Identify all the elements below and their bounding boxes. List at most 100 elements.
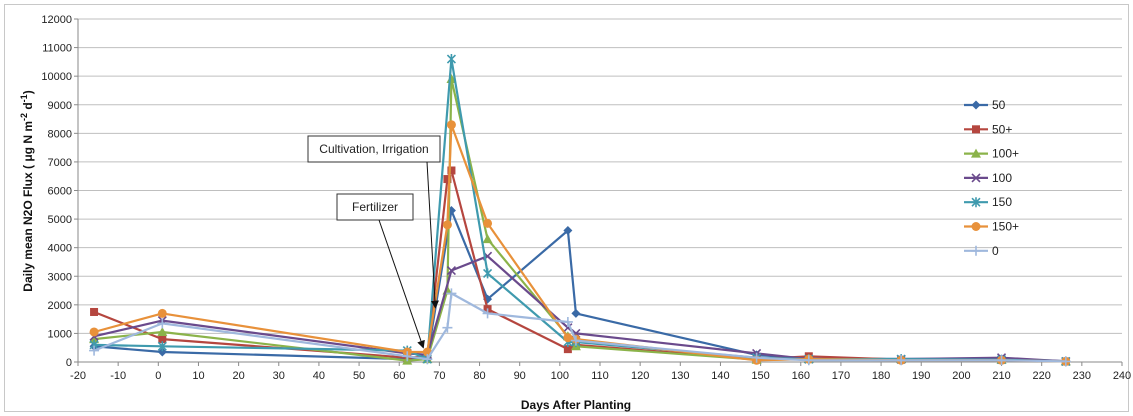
point-0-10 — [803, 355, 814, 366]
point-150+-7 — [563, 333, 573, 343]
x-tick-label-2: 0 — [155, 370, 161, 382]
point-150+-4 — [442, 220, 452, 230]
x-tick-label-9: 70 — [433, 370, 445, 382]
y-axis-title-main: Daily mean N2O Flux ( μg N m — [21, 121, 35, 292]
y-tick-label-2: 2000 — [48, 300, 72, 312]
point-100+-0 — [89, 334, 100, 344]
x-tick-label-23: 210 — [992, 370, 1010, 382]
point-150-1 — [157, 341, 167, 352]
x-tick-label-24: 220 — [1033, 370, 1051, 382]
y-axis-title-sup2: -1 — [19, 94, 29, 102]
series-line-150+ — [93, 123, 1066, 363]
y-tick-label-10: 10000 — [41, 71, 72, 83]
x-tick-label-16: 140 — [711, 370, 729, 382]
x-tick-labels: -20 -10 0 10 20 30 40 50 60 70 80 90 100 110 120 130 140… — [70, 362, 1131, 382]
annotation-box-1 — [336, 193, 414, 221]
annotation-0: Cultivation, Irrigation — [307, 135, 441, 309]
series-line-100+ — [93, 77, 1066, 363]
point-50+-1 — [158, 335, 167, 344]
x-tick-label-18: 160 — [792, 370, 810, 382]
point-0-7 — [562, 316, 573, 327]
legend-label-100: 100 — [992, 171, 1012, 185]
point-0-9 — [751, 352, 762, 363]
x-tick-label-8: 60 — [393, 370, 405, 382]
x-tick-label-21: 190 — [912, 370, 930, 382]
series-line-0 — [93, 292, 1066, 363]
x-tick-label-11: 90 — [514, 370, 526, 382]
point-150-5 — [483, 268, 493, 279]
y-tick-label-12: 12000 — [41, 14, 72, 26]
point-150+-0 — [89, 327, 99, 337]
x-tick-label-15: 130 — [671, 370, 689, 382]
legend-item-100: 100 — [964, 171, 1012, 185]
x-tick-label-13: 110 — [591, 370, 609, 382]
x-tick-label-25: 230 — [1073, 370, 1091, 382]
legend-marker-150+ — [971, 222, 981, 231]
point-50-1 — [157, 347, 167, 357]
legend: 50 50+ 100+ 100 150 150+ 0 — [964, 98, 1019, 258]
annotation-arrow-0 — [426, 161, 439, 309]
point-0-11 — [896, 355, 907, 366]
point-50+-7 — [563, 345, 572, 354]
x-tick-label-14: 120 — [631, 370, 649, 382]
point-0-6 — [482, 308, 493, 319]
point-100+-6 — [482, 234, 493, 244]
legend-label-50+: 50+ — [992, 122, 1012, 136]
point-150+-6 — [483, 218, 493, 228]
legend-marker-150 — [971, 197, 981, 208]
legend-marker-100 — [971, 173, 981, 183]
x-tick-label-0: -20 — [70, 370, 86, 382]
legend-label-150+: 150+ — [992, 220, 1019, 234]
annotation-arrow-1 — [378, 219, 425, 349]
point-0-2 — [402, 351, 413, 362]
point-150-4 — [446, 54, 456, 65]
y-tick-label-1: 1000 — [48, 328, 72, 340]
point-100-4 — [446, 265, 456, 276]
y-tick-label-9: 9000 — [48, 100, 72, 112]
annotations: Cultivation, Irrigation Fertilizer — [307, 135, 441, 349]
point-150+-1 — [157, 308, 167, 318]
x-tick-label-1: -10 — [110, 370, 126, 382]
point-0-3 — [422, 354, 433, 365]
annotation-1: Fertilizer — [336, 193, 425, 349]
x-tick-label-4: 20 — [232, 370, 244, 382]
point-50+-5 — [447, 166, 456, 175]
y-axis-title: Daily mean N2O Flux ( μg N m-2 d-1) — [19, 90, 35, 291]
point-50+-4 — [443, 175, 452, 184]
point-0-5 — [446, 288, 457, 299]
y-axis-title-end: ) — [21, 90, 35, 94]
point-50-7 — [571, 308, 581, 318]
x-tick-label-20: 180 — [872, 370, 890, 382]
point-0-8 — [570, 335, 581, 346]
point-0-12 — [996, 355, 1007, 366]
annotation-label-0: Cultivation, Irrigation — [319, 142, 428, 156]
legend-item-50+: 50+ — [964, 122, 1012, 136]
y-tick-label-3: 3000 — [48, 271, 72, 283]
legend-label-100+: 100+ — [992, 147, 1019, 161]
legend-item-150: 150 — [964, 195, 1012, 209]
point-0-0 — [89, 345, 100, 356]
legend-item-0: 0 — [964, 244, 999, 258]
series-0 — [89, 288, 1071, 367]
y-tick-label-7: 7000 — [48, 157, 72, 169]
y-tick-label-4: 4000 — [48, 243, 72, 255]
y-tick-label-6: 6000 — [48, 186, 72, 198]
legend-marker-50 — [971, 100, 981, 110]
series-100+ — [89, 74, 1071, 366]
gridlines — [78, 18, 1122, 363]
y-tick-label-5: 5000 — [48, 214, 72, 226]
x-tick-label-5: 30 — [273, 370, 285, 382]
x-axis-title: Days After Planting — [521, 398, 631, 412]
series-lines — [89, 54, 1071, 367]
legend-item-50: 50 — [964, 98, 1006, 112]
point-0-1 — [157, 318, 168, 329]
y-tick-label-11: 11000 — [42, 43, 72, 55]
x-tick-label-26: 240 — [1113, 370, 1131, 382]
x-tick-label-10: 80 — [473, 370, 485, 382]
legend-marker-100+ — [971, 148, 981, 158]
legend-label-150: 150 — [992, 195, 1012, 209]
legend-label-50: 50 — [992, 98, 1006, 112]
series-150 — [89, 54, 1071, 367]
legend-marker-0 — [971, 245, 981, 256]
